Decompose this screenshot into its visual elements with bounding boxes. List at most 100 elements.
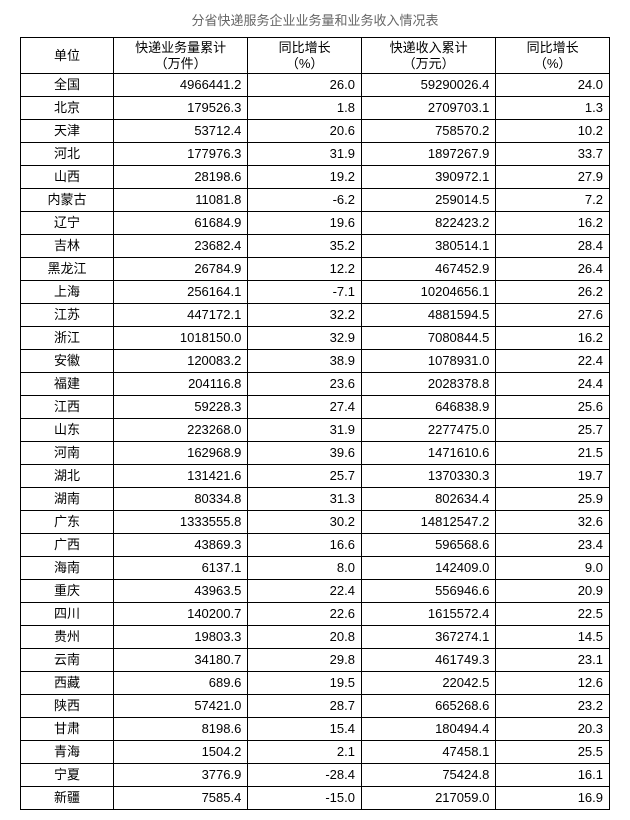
cell-volume: 177976.3 (114, 143, 248, 166)
cell-unit: 吉林 (21, 235, 114, 258)
cell-revenue-growth: 21.5 (496, 442, 610, 465)
cell-revenue-growth: 33.7 (496, 143, 610, 166)
table-row: 江西59228.327.4646838.925.6 (21, 396, 610, 419)
cell-unit: 福建 (21, 373, 114, 396)
cell-revenue-growth: 25.5 (496, 741, 610, 764)
cell-revenue-growth: 10.2 (496, 120, 610, 143)
table-row: 湖北131421.625.71370330.319.7 (21, 465, 610, 488)
cell-volume-growth: 27.4 (248, 396, 362, 419)
cell-unit: 天津 (21, 120, 114, 143)
cell-unit: 甘肃 (21, 718, 114, 741)
cell-revenue-growth: 23.4 (496, 534, 610, 557)
cell-unit: 陕西 (21, 695, 114, 718)
table-row: 辽宁61684.919.6822423.216.2 (21, 212, 610, 235)
cell-volume: 1018150.0 (114, 327, 248, 350)
cell-volume: 43963.5 (114, 580, 248, 603)
cell-volume: 179526.3 (114, 97, 248, 120)
cell-revenue: 22042.5 (361, 672, 495, 695)
cell-revenue: 1897267.9 (361, 143, 495, 166)
cell-revenue-growth: 27.9 (496, 166, 610, 189)
cell-revenue-growth: 23.1 (496, 649, 610, 672)
cell-unit: 湖北 (21, 465, 114, 488)
cell-volume-growth: 19.6 (248, 212, 362, 235)
cell-volume: 140200.7 (114, 603, 248, 626)
cell-revenue-growth: 1.3 (496, 97, 610, 120)
cell-unit: 河北 (21, 143, 114, 166)
table-row: 山东223268.031.92277475.025.7 (21, 419, 610, 442)
cell-volume: 23682.4 (114, 235, 248, 258)
table-row: 广西43869.316.6596568.623.4 (21, 534, 610, 557)
cell-volume: 1333555.8 (114, 511, 248, 534)
cell-volume: 8198.6 (114, 718, 248, 741)
cell-volume-growth: 30.2 (248, 511, 362, 534)
cell-revenue: 75424.8 (361, 764, 495, 787)
cell-unit: 辽宁 (21, 212, 114, 235)
cell-volume: 204116.8 (114, 373, 248, 396)
cell-revenue-growth: 16.1 (496, 764, 610, 787)
cell-revenue: 461749.3 (361, 649, 495, 672)
cell-volume: 11081.8 (114, 189, 248, 212)
cell-volume: 53712.4 (114, 120, 248, 143)
cell-revenue: 380514.1 (361, 235, 495, 258)
table-row: 陕西57421.028.7665268.623.2 (21, 695, 610, 718)
cell-unit: 新疆 (21, 787, 114, 810)
cell-revenue-growth: 27.6 (496, 304, 610, 327)
cell-volume-growth: 35.2 (248, 235, 362, 258)
cell-unit: 云南 (21, 649, 114, 672)
table-row: 福建204116.823.62028378.824.4 (21, 373, 610, 396)
cell-volume-growth: 32.2 (248, 304, 362, 327)
cell-volume: 447172.1 (114, 304, 248, 327)
cell-volume-growth: 22.4 (248, 580, 362, 603)
cell-volume-growth: 12.2 (248, 258, 362, 281)
table-row: 黑龙江26784.912.2467452.926.4 (21, 258, 610, 281)
cell-revenue-growth: 24.4 (496, 373, 610, 396)
table-row: 西藏689.619.522042.512.6 (21, 672, 610, 695)
cell-volume: 34180.7 (114, 649, 248, 672)
cell-volume-growth: 1.8 (248, 97, 362, 120)
table-row: 全国4966441.226.059290026.424.0 (21, 74, 610, 97)
cell-unit: 北京 (21, 97, 114, 120)
cell-unit: 内蒙古 (21, 189, 114, 212)
cell-volume-growth: 25.7 (248, 465, 362, 488)
table-row: 重庆43963.522.4556946.620.9 (21, 580, 610, 603)
cell-volume: 689.6 (114, 672, 248, 695)
cell-unit: 海南 (21, 557, 114, 580)
cell-revenue: 1471610.6 (361, 442, 495, 465)
cell-revenue-growth: 22.5 (496, 603, 610, 626)
cell-volume-growth: 19.2 (248, 166, 362, 189)
cell-unit: 青海 (21, 741, 114, 764)
cell-volume-growth: 23.6 (248, 373, 362, 396)
cell-volume: 131421.6 (114, 465, 248, 488)
cell-revenue-growth: 25.9 (496, 488, 610, 511)
table-head: 单位 快递业务量累计（万件） 同比增长（%） 快递收入累计（万元） 同比增长（%… (21, 38, 610, 74)
cell-unit: 宁夏 (21, 764, 114, 787)
cell-revenue-growth: 9.0 (496, 557, 610, 580)
table-row: 海南6137.18.0142409.09.0 (21, 557, 610, 580)
cell-revenue: 47458.1 (361, 741, 495, 764)
cell-revenue-growth: 23.2 (496, 695, 610, 718)
table-row: 四川140200.722.61615572.422.5 (21, 603, 610, 626)
header-row: 单位 快递业务量累计（万件） 同比增长（%） 快递收入累计（万元） 同比增长（%… (21, 38, 610, 74)
cell-volume-growth: 16.6 (248, 534, 362, 557)
cell-unit: 全国 (21, 74, 114, 97)
cell-volume: 28198.6 (114, 166, 248, 189)
cell-revenue-growth: 14.5 (496, 626, 610, 649)
table-row: 宁夏3776.9-28.475424.816.1 (21, 764, 610, 787)
cell-volume-growth: 31.9 (248, 419, 362, 442)
cell-volume-growth: 39.6 (248, 442, 362, 465)
cell-volume: 223268.0 (114, 419, 248, 442)
table-row: 天津53712.420.6758570.210.2 (21, 120, 610, 143)
cell-unit: 贵州 (21, 626, 114, 649)
table-row: 广东1333555.830.214812547.232.6 (21, 511, 610, 534)
cell-unit: 浙江 (21, 327, 114, 350)
table-row: 云南34180.729.8461749.323.1 (21, 649, 610, 672)
table-row: 内蒙古11081.8-6.2259014.57.2 (21, 189, 610, 212)
table-row: 上海256164.1-7.110204656.126.2 (21, 281, 610, 304)
cell-volume: 59228.3 (114, 396, 248, 419)
cell-unit: 安徽 (21, 350, 114, 373)
cell-volume-growth: 20.6 (248, 120, 362, 143)
cell-revenue: 2277475.0 (361, 419, 495, 442)
cell-volume-growth: -7.1 (248, 281, 362, 304)
cell-revenue: 556946.6 (361, 580, 495, 603)
cell-revenue: 822423.2 (361, 212, 495, 235)
